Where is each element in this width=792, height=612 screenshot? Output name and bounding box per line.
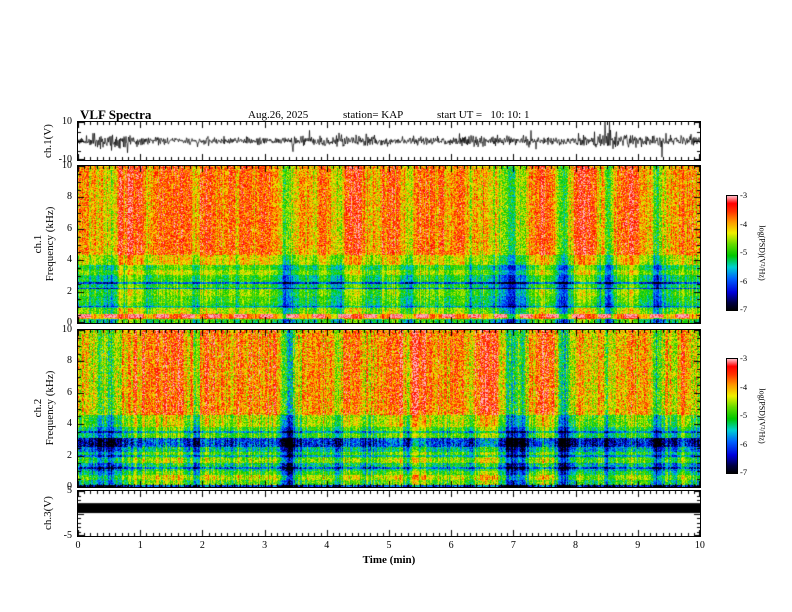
colorbar-1 <box>726 195 738 311</box>
x-tick-label: 4 <box>324 540 330 551</box>
x-tick-label: 0 <box>75 540 81 551</box>
colorbar-1-tick-labels: -3 -4 -5 -6 -7 <box>740 191 762 314</box>
y-tick-label: 4 <box>67 418 72 430</box>
colorbar-2-tick-labels: -3 -4 -5 -6 -7 <box>740 354 762 477</box>
x-tick-label: 3 <box>262 540 268 551</box>
y-tick-label: -10 <box>58 154 72 165</box>
colorbar-2 <box>726 358 738 474</box>
x-tick-label: 1 <box>137 540 143 551</box>
figure-title: VLF Spectra <box>80 107 152 122</box>
ch1-spectrogram-canvas <box>77 165 701 324</box>
ch2-spectrogram-canvas <box>77 329 701 488</box>
y-tick-label: 8 <box>67 191 72 203</box>
ch1-frequency-tick-labels: 10 8 6 4 2 0 <box>42 161 72 328</box>
x-tick-label: 8 <box>573 540 578 551</box>
y-tick-label: 10 <box>62 324 72 335</box>
colorbar-axis-label: log(PSD)(V²/Hz) <box>757 388 767 444</box>
x-tick-label: 2 <box>199 540 205 551</box>
x-tick-label: 6 <box>448 540 454 551</box>
ch1-voltage-tick-labels: 10 -10 <box>42 117 72 165</box>
y-tick-label: 0 <box>67 316 72 328</box>
y-tick-label: 6 <box>67 386 72 398</box>
y-tick-label: 4 <box>67 254 72 266</box>
x-tick-label: 5 <box>386 540 392 551</box>
colorbar-tick-label: -3 <box>740 353 748 363</box>
time-axis-label: Time (min) <box>362 554 416 566</box>
date-label: Aug.26, 2025 <box>248 109 309 121</box>
y-tick-label: 10 <box>62 116 72 127</box>
colorbar-tick-label: -7 <box>740 304 748 314</box>
colorbar-axis-label: log(PSD)(V²/Hz) <box>757 225 767 281</box>
colorbar-tick-label: -6 <box>740 275 748 286</box>
station-label: station= KAP <box>343 109 404 121</box>
colorbar-tick-label: -5 <box>740 410 748 420</box>
y-tick-label: 8 <box>67 355 72 367</box>
colorbar-tick-label: -4 <box>740 218 748 229</box>
ch3-waveform-canvas <box>77 490 701 537</box>
start-ut-label: start UT = 10: 10: 1 <box>437 109 530 121</box>
colorbar-tick-label: -5 <box>740 247 748 257</box>
y-tick-label: -5 <box>63 530 72 541</box>
ch1-waveform-canvas <box>77 121 701 161</box>
y-tick-label: 0 <box>67 480 72 492</box>
y-tick-label: 10 <box>62 160 72 171</box>
y-tick-label: 2 <box>67 449 72 461</box>
ch3-voltage-tick-labels: 5 -5 <box>42 486 72 541</box>
colorbar-tick-label: -3 <box>740 190 748 200</box>
x-tick-label: 9 <box>635 540 641 551</box>
y-tick-label: 6 <box>67 222 72 234</box>
colorbar-tick-label: -7 <box>740 467 748 477</box>
colorbar-tick-label: -6 <box>740 438 748 449</box>
y-tick-label: 2 <box>67 285 72 297</box>
y-tick-label: 5 <box>67 485 72 496</box>
time-axis-tick-labels: 0 1 2 3 4 5 6 7 8 9 10 <box>68 540 710 551</box>
colorbar-tick-label: -4 <box>740 381 748 392</box>
x-tick-label: 10 <box>694 540 705 551</box>
x-tick-label: 7 <box>510 540 516 551</box>
ch2-frequency-tick-labels: 10 8 6 4 2 0 <box>42 325 72 492</box>
